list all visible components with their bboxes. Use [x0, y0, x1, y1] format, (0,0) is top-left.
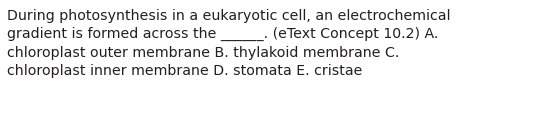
Text: During photosynthesis in a eukaryotic cell, an electrochemical
gradient is forme: During photosynthesis in a eukaryotic ce… — [7, 9, 450, 78]
